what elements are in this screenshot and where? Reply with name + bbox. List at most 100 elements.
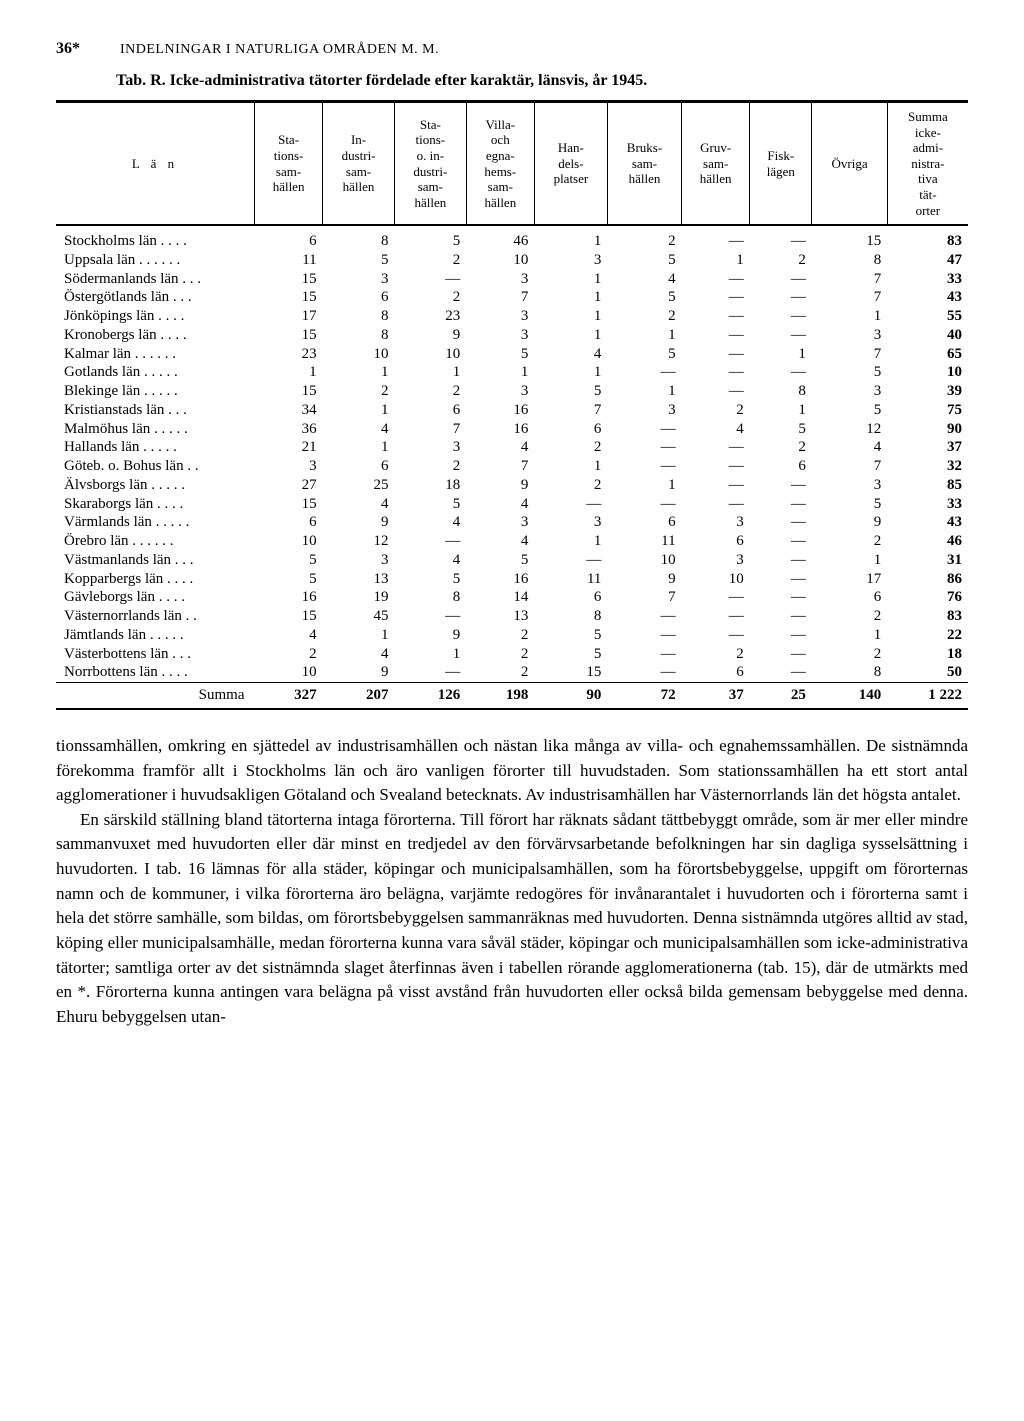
cell: 1 (607, 326, 681, 345)
sum-cell: 140 (812, 683, 887, 709)
cell: 1 (255, 363, 323, 382)
cell: 8 (394, 588, 466, 607)
cell: 2 (682, 401, 750, 420)
cell: — (682, 326, 750, 345)
cell: 3 (466, 270, 534, 289)
cell: 13 (466, 607, 534, 626)
cell: — (750, 532, 812, 551)
cell: 5 (812, 495, 887, 514)
cell: 25 (323, 476, 395, 495)
cell: 1 (750, 345, 812, 364)
running-head: INDELNINGAR I NATURLIGA OMRÅDEN M. M. (120, 42, 439, 57)
col-lan: L ä n (56, 102, 255, 226)
cell: — (394, 270, 466, 289)
cell: — (750, 307, 812, 326)
cell: 10 (255, 663, 323, 682)
row-label: Gotlands län . . . . . (56, 363, 255, 382)
cell: 2 (394, 251, 466, 270)
col-gruv: Gruv-sam-hällen (682, 102, 750, 226)
cell: 7 (466, 457, 534, 476)
cell: 2 (812, 532, 887, 551)
cell: 86 (887, 570, 968, 589)
row-label: Västmanlands län . . . (56, 551, 255, 570)
cell: 16 (466, 401, 534, 420)
cell: — (394, 607, 466, 626)
cell: 4 (323, 420, 395, 439)
table-row: Skaraborgs län . . . .15454————533 (56, 495, 968, 514)
cell: 14 (466, 588, 534, 607)
cell: 5 (534, 382, 607, 401)
cell: 6 (682, 663, 750, 682)
cell: 2 (534, 438, 607, 457)
cell: — (750, 645, 812, 664)
cell: 3 (534, 251, 607, 270)
sum-cell: 72 (607, 683, 681, 709)
col-stat-ind: Sta-tions-o. in-dustri-sam-hällen (394, 102, 466, 226)
cell: 1 (534, 457, 607, 476)
cell: 7 (812, 457, 887, 476)
table-row: Östergötlands län . . .1562715——743 (56, 288, 968, 307)
table-row: Västmanlands län . . .5345—103—131 (56, 551, 968, 570)
sum-label: Summa (56, 683, 255, 709)
cell: 11 (607, 532, 681, 551)
cell: 33 (887, 495, 968, 514)
cell: 83 (887, 607, 968, 626)
cell: 16 (255, 588, 323, 607)
cell: — (682, 476, 750, 495)
cell: 6 (255, 232, 323, 251)
cell: 10 (682, 570, 750, 589)
row-label: Örebro län . . . . . . (56, 532, 255, 551)
cell: 3 (466, 307, 534, 326)
cell: — (607, 645, 681, 664)
cell: — (607, 438, 681, 457)
table-title: Tab. R. Icke-administrativa tätorter för… (56, 72, 968, 90)
cell: 27 (255, 476, 323, 495)
cell: 1 (394, 645, 466, 664)
cell: 3 (323, 270, 395, 289)
sum-cell: 198 (466, 683, 534, 709)
cell: 5 (394, 232, 466, 251)
table-row: Jämtlands län . . . . .41925———122 (56, 626, 968, 645)
cell: 1 (534, 307, 607, 326)
sum-cell: 37 (682, 683, 750, 709)
cell: 2 (682, 645, 750, 664)
cell: 16 (466, 420, 534, 439)
row-label: Kronobergs län . . . . (56, 326, 255, 345)
cell: 1 (607, 382, 681, 401)
table-row: Uppsala län . . . . . .1152103512847 (56, 251, 968, 270)
cell: 47 (887, 251, 968, 270)
cell: — (682, 588, 750, 607)
cell: 1 (534, 288, 607, 307)
cell: 55 (887, 307, 968, 326)
cell: 9 (323, 663, 395, 682)
cell: 16 (466, 570, 534, 589)
page-number: 36* (56, 40, 116, 58)
cell: 7 (812, 288, 887, 307)
sum-cell: 126 (394, 683, 466, 709)
cell: 4 (394, 551, 466, 570)
cell: 15 (255, 382, 323, 401)
cell: 1 (323, 363, 395, 382)
cell: — (682, 232, 750, 251)
cell: 1 (323, 438, 395, 457)
cell: 9 (394, 626, 466, 645)
row-label: Hallands län . . . . . (56, 438, 255, 457)
cell: — (607, 495, 681, 514)
cell: 15 (812, 232, 887, 251)
cell: 7 (394, 420, 466, 439)
cell: 15 (255, 288, 323, 307)
row-label: Värmlands län . . . . . (56, 513, 255, 532)
cell: — (682, 363, 750, 382)
cell: 2 (534, 476, 607, 495)
cell: 5 (255, 570, 323, 589)
cell: — (750, 495, 812, 514)
cell: 8 (812, 663, 887, 682)
cell: 3 (534, 513, 607, 532)
row-label: Malmöhus län . . . . . (56, 420, 255, 439)
cell: 15 (534, 663, 607, 682)
cell: 10 (607, 551, 681, 570)
cell: 6 (607, 513, 681, 532)
cell: 50 (887, 663, 968, 682)
cell: 5 (466, 345, 534, 364)
cell: 17 (255, 307, 323, 326)
